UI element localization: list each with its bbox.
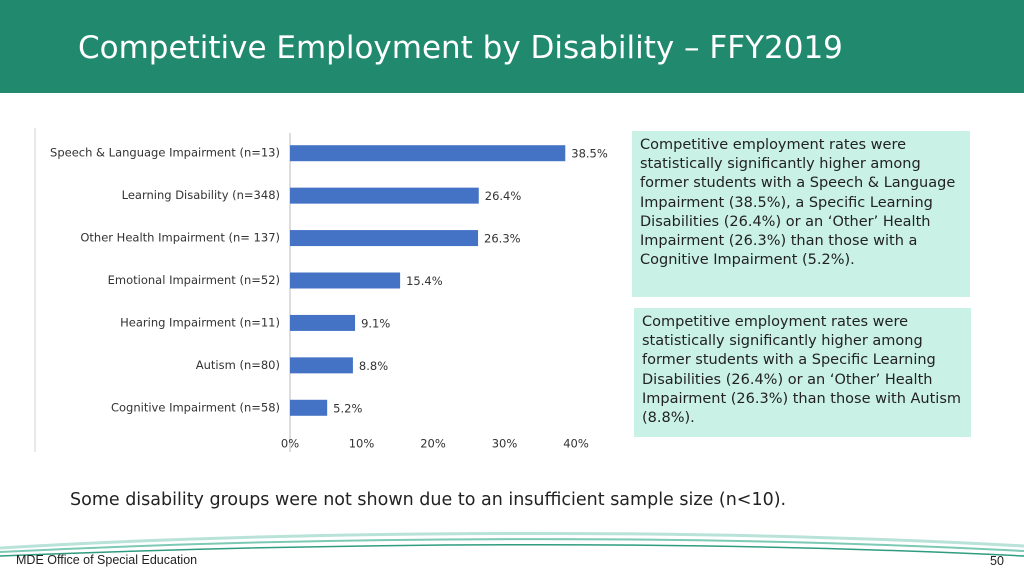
bar (290, 399, 328, 416)
y-tick-label: Autism (n=80) (196, 358, 280, 372)
x-tick-label: 30% (492, 437, 518, 451)
bar (290, 187, 479, 204)
bar (290, 314, 356, 331)
value-label: 8.8% (359, 359, 388, 373)
y-tick-label: Speech & Language Impairment (n=13) (50, 146, 280, 160)
bar (290, 230, 479, 247)
value-label: 26.3% (484, 232, 521, 246)
value-label: 9.1% (361, 316, 390, 330)
note-box: Competitive employment rates were statis… (632, 131, 970, 297)
y-tick-label: Hearing Impairment (n=11) (120, 315, 280, 329)
value-label: 26.4% (485, 189, 522, 203)
y-tick-label: Emotional Impairment (n=52) (108, 273, 280, 287)
header-band (0, 0, 1024, 93)
footnote: Some disability groups were not shown du… (70, 490, 787, 510)
x-tick-label: 20% (420, 437, 446, 451)
x-tick-label: 0% (281, 437, 299, 451)
value-label: 38.5% (571, 147, 608, 161)
bar (290, 145, 566, 162)
swoosh (0, 531, 1024, 557)
page-number: 50 (990, 554, 1004, 568)
y-tick-label: Cognitive Impairment (n=58) (111, 400, 280, 414)
footer-org: MDE Office of Special Education (16, 553, 198, 567)
x-tick-label: 10% (349, 437, 375, 451)
value-label: 15.4% (406, 274, 443, 288)
y-tick-label: Other Health Impairment (n= 137) (80, 231, 280, 245)
value-label: 5.2% (333, 401, 362, 415)
bar (290, 272, 401, 289)
note-box: Competitive employment rates were statis… (634, 308, 971, 437)
bar (290, 357, 353, 374)
y-tick-label: Learning Disability (n=348) (122, 188, 280, 202)
slide-title: Competitive Employment by Disability – F… (78, 30, 843, 66)
x-tick-label: 40% (563, 437, 589, 451)
